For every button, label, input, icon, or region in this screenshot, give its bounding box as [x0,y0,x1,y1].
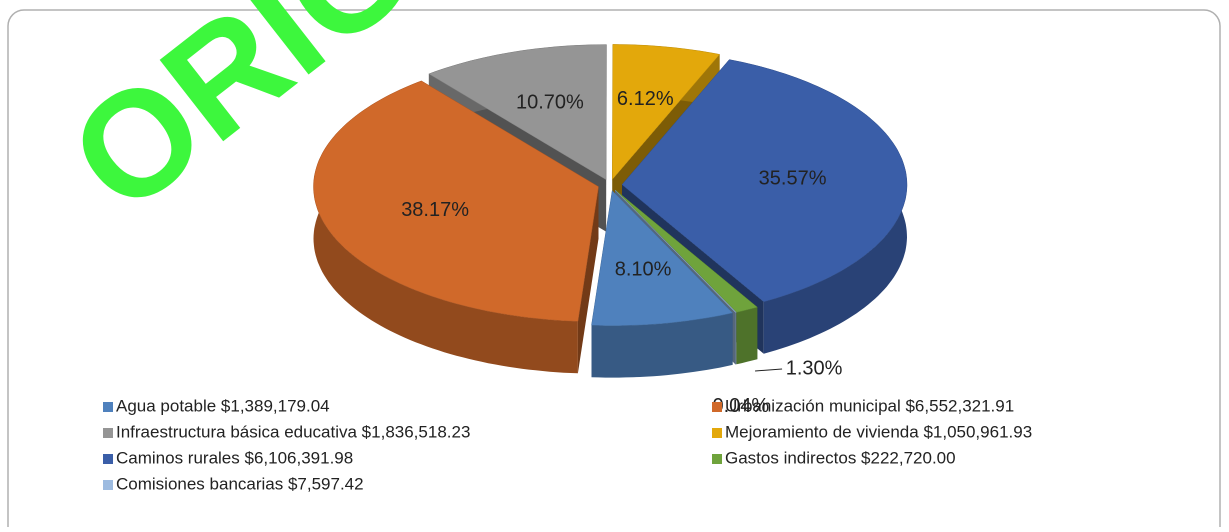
legend-label: Urbanización municipal $6,552,321.91 [725,396,1014,415]
legend-swatch [712,402,722,412]
legend-label: Agua potable $1,389,179.04 [116,396,330,415]
legend-label: Mejoramiento de vivienda $1,050,961.93 [725,422,1032,441]
data-label: 38.17% [401,199,469,221]
legend-swatch [712,454,722,464]
legend-label: Comisiones bancarias $7,597.42 [116,474,364,493]
data-label: 10.70% [516,91,584,113]
legend-swatch [103,454,113,464]
data-label: 8.10% [615,259,672,281]
legend-swatch [103,428,113,438]
slice-side [736,312,737,364]
legend-swatch [712,428,722,438]
legend-label: Infraestructura básica educativa $1,836,… [116,422,470,441]
legend-swatch [103,480,113,490]
data-label: 6.12% [617,88,674,110]
data-label: 1.30% [786,357,843,379]
legend-label: Caminos rurales $6,106,391.98 [116,448,353,467]
page: ORIG 8.10%38.17%10.70%6.12%35.57%1.30%0.… [0,0,1229,532]
legend-swatch [103,402,113,412]
chart: ORIG 8.10%38.17%10.70%6.12%35.57%1.30%0.… [0,0,1229,527]
slice-side [737,307,758,364]
legend-label: Gastos indirectos $222,720.00 [725,448,956,467]
data-label: 35.57% [759,167,827,189]
